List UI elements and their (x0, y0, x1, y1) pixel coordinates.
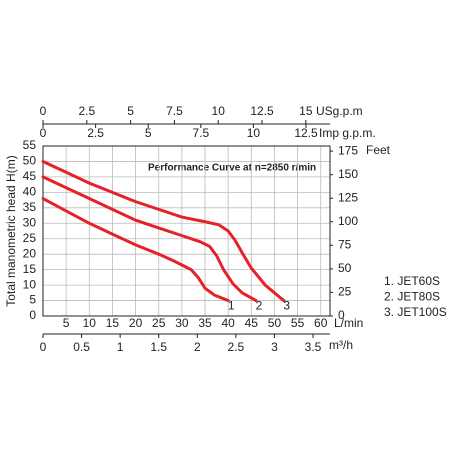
x-tick-label: 5 (145, 126, 152, 140)
y-tick-label: 40 (23, 185, 37, 199)
x-tick-label: 20 (129, 316, 143, 330)
y-tick-label: 20 (23, 246, 37, 260)
x-tick-label: 3.5 (305, 340, 322, 354)
y-tick-label: 10 (23, 277, 37, 291)
y2-tick-label: 100 (338, 214, 358, 228)
x-tick-label: 12.5 (250, 104, 274, 118)
x-tick-label: 5 (63, 316, 70, 330)
x-tick-label: 7.5 (166, 104, 183, 118)
x-tick-label: 0 (40, 104, 47, 118)
y-tick-label: 25 (23, 231, 37, 245)
x-tick-label: 15 (299, 104, 313, 118)
x-tick-label: 0.5 (73, 340, 90, 354)
x-tick-label: 2.5 (87, 126, 104, 140)
plot-frame (42, 145, 331, 317)
y-tick-label: 30 (23, 215, 37, 229)
y2-tick-label: 150 (338, 167, 358, 181)
y-axis-title: Total manometric head H(m) (4, 155, 18, 306)
y-tick-label: 0 (29, 308, 36, 322)
x-tick-label: 2 (194, 340, 201, 354)
x-axis-title: L/min (334, 316, 363, 330)
y2-axis-title: Feet (366, 143, 391, 157)
x-tick-label: 10 (247, 126, 261, 140)
y2-tick-label: 75 (338, 237, 352, 251)
x-tick-label: 55 (291, 316, 305, 330)
x-tick-label: 2.5 (78, 104, 95, 118)
curve (41, 159, 286, 303)
x-tick-label: 10 (83, 316, 97, 330)
x-tick-label: 50 (268, 316, 282, 330)
chart-title: Performance Curve at n=2850 r/min (148, 163, 316, 174)
curve (41, 175, 258, 303)
curve (41, 197, 230, 303)
legend-entry: 1. JET60S (384, 274, 440, 288)
y-tick-label: 50 (23, 154, 37, 168)
x-tick-label: 15 (106, 316, 120, 330)
curve-label: 2 (256, 299, 263, 313)
x-tick-label: 10 (212, 104, 226, 118)
y2-tick-label: 175 (338, 143, 358, 157)
x-tick-label: 2.5 (228, 340, 245, 354)
x-tick-label: 7.5 (192, 126, 209, 140)
x-tick-label: 0 (40, 126, 47, 140)
curve-label: 3 (283, 299, 290, 313)
x-tick-label: 1.5 (150, 340, 167, 354)
x-tick-label: 40 (221, 316, 235, 330)
y-tick-label: 55 (23, 138, 37, 152)
x-tick-label: 35 (198, 316, 212, 330)
y-tick-label: 35 (23, 200, 37, 214)
x-tick-label: 30 (175, 316, 189, 330)
y2-tick-label: 125 (338, 190, 358, 204)
x-axis-unit: m³/h (329, 338, 353, 352)
curve-label: 1 (228, 299, 235, 313)
x-tick-label: 12.5 (294, 126, 318, 140)
x-tick-label: 5 (127, 104, 134, 118)
x-axis-unit: Imp g.p.m. (319, 126, 376, 140)
x-tick-label: 3 (271, 340, 278, 354)
y2-tick-label: 25 (338, 285, 352, 299)
y-tick-label: 15 (23, 262, 37, 276)
legend-entry: 3. JET100S (384, 305, 447, 319)
legend-entry: 2. JET80S (384, 290, 440, 304)
x-tick-label: 0 (40, 340, 47, 354)
x-tick-label: 60 (314, 316, 328, 330)
x-tick-label: 25 (152, 316, 166, 330)
x-tick-label: 1 (117, 340, 124, 354)
x-tick-label: 45 (245, 316, 259, 330)
y2-tick-label: 50 (338, 261, 352, 275)
y-tick-label: 45 (23, 169, 37, 183)
y-tick-label: 5 (29, 293, 36, 307)
x-axis-unit: USg.p.m (316, 104, 363, 118)
y2-tick-label: 0 (338, 308, 345, 322)
